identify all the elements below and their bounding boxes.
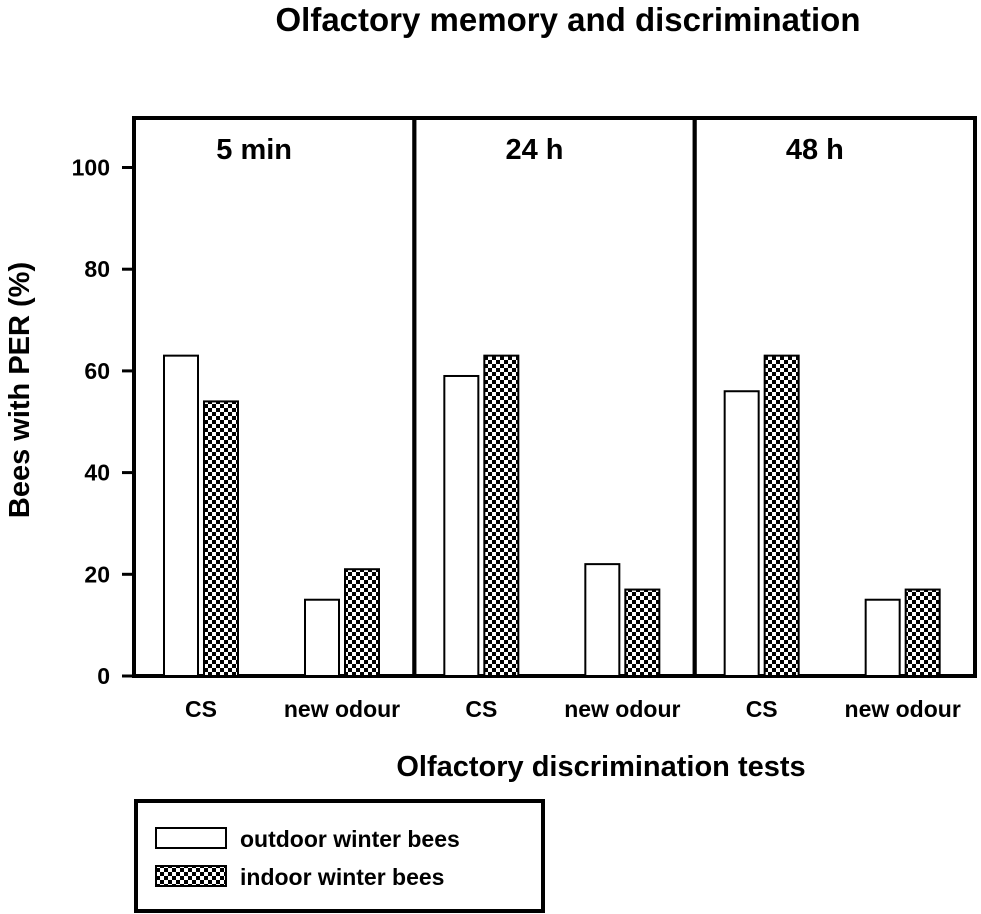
y-axis: 0 20 40 60 80 100 [72,155,134,689]
bar-outdoor [864,598,901,677]
legend-label-outdoor: outdoor winter bees [240,826,460,852]
bar-indoor [483,354,520,677]
x-category-label: CS [746,696,778,722]
bar-outdoor [304,598,340,677]
legend: outdoor winter bees indoor winter bees [134,799,545,913]
panel-label: 48 h [786,134,844,166]
y-tick-label: 80 [84,256,110,282]
bar-indoor [763,354,800,677]
bar-outdoor [443,374,480,677]
x-category-label: new odour [845,696,961,722]
x-axis-categories: CS new odour CS new odour CS new odour [185,696,961,722]
legend-frame [134,799,545,913]
legend-swatch-indoor [155,865,227,887]
bar-outdoor [584,563,621,678]
bar-indoor [904,588,941,677]
legend-label-indoor: indoor winter bees [240,864,444,890]
y-tick-label: 60 [84,358,110,384]
panel-label: 24 h [505,134,563,166]
x-category-label: CS [465,696,497,722]
x-axis-title: Olfactory discrimination tests [396,751,805,783]
panel-frame [692,116,978,678]
bar-outdoor [723,390,760,677]
legend-swatch-outdoor [155,827,227,849]
x-category-label: CS [185,696,217,722]
bars [163,354,941,678]
y-tick-label: 20 [84,561,110,587]
y-tick-label: 0 [97,663,110,689]
y-tick-label: 100 [72,155,110,181]
panel-label: 5 min [216,134,292,166]
x-category-label: new odour [564,696,680,722]
chart-title: Olfactory memory and discrimination [276,1,861,38]
plot-panels: 5 min 24 h 48 h [132,116,978,678]
y-tick-label: 40 [84,460,110,486]
bar-outdoor [163,354,199,677]
y-axis-title: Bees with PER (%) [4,262,36,518]
x-category-label: new odour [284,696,400,722]
bar-indoor [203,400,239,677]
bar-indoor [344,568,380,678]
bar-indoor [624,588,661,677]
